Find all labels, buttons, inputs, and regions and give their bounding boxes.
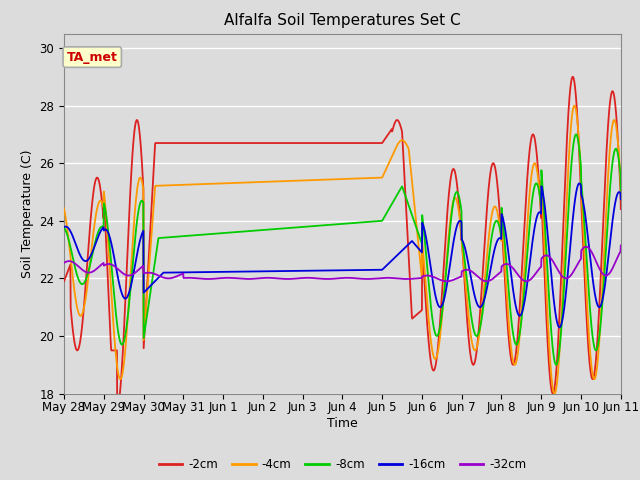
- Legend: -2cm, -4cm, -8cm, -16cm, -32cm: -2cm, -4cm, -8cm, -16cm, -32cm: [154, 454, 531, 476]
- Y-axis label: Soil Temperature (C): Soil Temperature (C): [20, 149, 34, 278]
- X-axis label: Time: Time: [327, 417, 358, 430]
- Text: TA_met: TA_met: [67, 50, 118, 63]
- Title: Alfalfa Soil Temperatures Set C: Alfalfa Soil Temperatures Set C: [224, 13, 461, 28]
